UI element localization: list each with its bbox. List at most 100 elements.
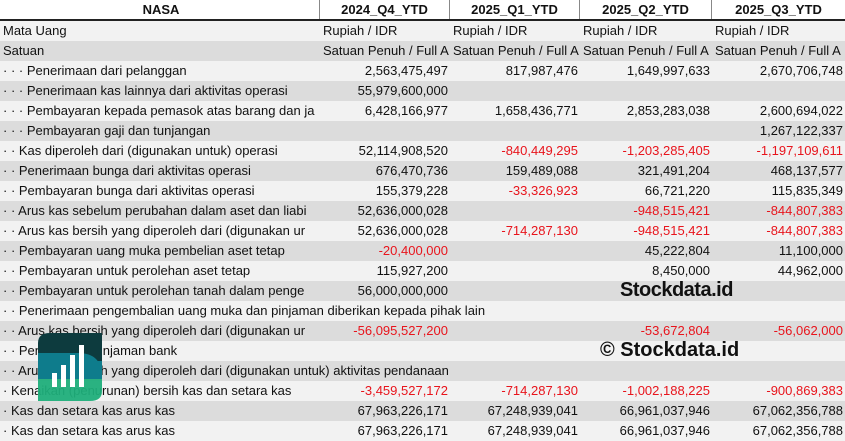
table-row[interactable]: · · Pembayaran uang muka pembelian aset … [0, 241, 845, 261]
value-cell [712, 81, 845, 101]
value-cell: 2,563,475,497 [364, 63, 448, 78]
table-row[interactable]: · · · Penerimaan dari pelanggan 2,563,475… [0, 61, 845, 81]
meta-value: Rupiah / IDR [323, 23, 398, 38]
value-cell: 67,963,226,171 [357, 403, 448, 418]
table-row[interactable]: · · · Pembayaran kepada pemasok atas bar… [0, 101, 845, 121]
value-cell: -948,515,421 [633, 203, 710, 218]
value-cell: 8,450,000 [652, 263, 710, 278]
row-label: · Kas dan setara kas arus kas [0, 401, 320, 421]
row-label: · · Arus kas bersih yang diperoleh dari … [0, 361, 845, 381]
table-row[interactable]: · · · Pembayaran gaji dan tunjangan 1,267… [0, 121, 845, 141]
indent-dots: · · · [3, 123, 27, 138]
indent-dots: · · [3, 343, 19, 358]
meta-row: Satuan Satuan Penuh / Full A Satuan Penuh … [0, 41, 845, 61]
table-row[interactable]: · · Arus kas bersih yang diperoleh dari … [0, 361, 845, 381]
value-cell [580, 341, 712, 361]
row-label: Satuan [3, 43, 45, 58]
meta-value: Satuan Penuh / Full A [715, 43, 841, 58]
row-label-text: Pembayaran gaji dan tunjangan [26, 123, 211, 138]
value-cell: -840,449,295 [501, 143, 578, 158]
indent-dots: · · [3, 243, 19, 258]
row-label: · · Arus kas bersih yang diperoleh dari … [0, 221, 320, 241]
period-header[interactable]: 2024_Q4_YTD [320, 0, 450, 19]
table-row[interactable]: · · Penerimaan bunga dari aktivitas oper… [0, 161, 845, 181]
value-cell: 67,248,939,041 [487, 423, 578, 438]
table-row[interactable]: · · Pembayaran untuk perolehan aset teta… [0, 261, 845, 281]
value-cell: 321,491,204 [637, 163, 710, 178]
value-cell: -33,326,923 [508, 183, 578, 198]
indent-dots: · · [3, 143, 19, 158]
value-cell: 6,428,166,977 [364, 103, 448, 118]
value-cell [450, 261, 580, 281]
table-row[interactable]: · · · Penerimaan kas lainnya dari aktivi… [0, 81, 845, 101]
value-cell: -714,287,130 [501, 383, 578, 398]
value-cell [450, 81, 580, 101]
table-row[interactable]: · · Arus kas bersih yang diperoleh dari … [0, 221, 845, 241]
meta-value: Satuan Penuh / Full A [323, 43, 449, 58]
value-cell: -56,062,000 [773, 323, 843, 338]
row-label-text: Kas dan setara kas arus kas [10, 423, 175, 438]
row-label: · · Arus kas bersih yang diperoleh dari … [0, 321, 320, 341]
row-label-text: Pembayaran kepada pemasok atas barang da… [26, 103, 315, 118]
value-cell: -900,869,383 [766, 383, 843, 398]
row-label-text: Penerimaan pengembalian uang muka dan pi… [18, 303, 486, 318]
row-label-text: Arus kas bersih yang diperoleh dari (dig… [18, 363, 449, 378]
table-row[interactable]: · · Kas diperoleh dari (digunakan untuk)… [0, 141, 845, 161]
row-label-text: Penerimaan kas lainnya dari aktivitas op… [26, 83, 288, 98]
table-row[interactable]: · Kenaikan (penurunan) bersih kas dan se… [0, 381, 845, 401]
table-row[interactable]: · · Arus kas bersih yang diperoleh dari … [0, 321, 845, 341]
table-row[interactable]: · Kas dan setara kas arus kas 67,963,226,… [0, 421, 845, 441]
indent-dots: · · [3, 183, 19, 198]
value-cell: 817,987,476 [505, 63, 578, 78]
meta-value: Satuan Penuh / Full A [583, 43, 709, 58]
table-row[interactable]: · · Pembayaran bunga dari aktivitas oper… [0, 181, 845, 201]
indent-dots: · · · [3, 83, 27, 98]
meta-value: Rupiah / IDR [453, 23, 528, 38]
value-cell: 676,470,736 [375, 163, 448, 178]
row-label: · · · Pembayaran gaji dan tunjangan [0, 121, 320, 141]
period-header[interactable]: 2025_Q3_YTD [735, 2, 822, 17]
value-cell: 44,962,000 [777, 263, 843, 278]
value-cell: -56,095,527,200 [353, 323, 448, 338]
value-cell: 67,062,356,788 [752, 403, 843, 418]
row-label-text: Pembayaran uang muka pembelian aset teta… [18, 243, 285, 258]
value-cell: 468,137,577 [770, 163, 843, 178]
value-cell: 66,961,037,946 [619, 403, 710, 418]
value-cell: 52,636,000,028 [357, 203, 448, 218]
value-cell [712, 281, 845, 301]
row-label-text: Penerimaan pinjaman bank [18, 343, 178, 358]
value-cell [450, 321, 580, 341]
row-label: · Kas dan setara kas arus kas [0, 421, 320, 441]
row-label-text: Pembayaran untuk perolehan aset tetap [18, 263, 251, 278]
table-row[interactable]: · Kas dan setara kas arus kas 67,963,226,… [0, 401, 845, 421]
value-cell [580, 121, 712, 141]
value-cell: 2,670,706,748 [759, 63, 843, 78]
table-row[interactable]: · · Arus kas sebelum perubahan dalam ase… [0, 201, 845, 221]
value-cell: -844,807,383 [766, 223, 843, 238]
table-row[interactable]: · · Penerimaan pinjaman bank [0, 341, 845, 361]
meta-value: Satuan Penuh / Full A [453, 43, 579, 58]
value-cell: -20,400,000 [378, 243, 448, 258]
period-header[interactable]: 2025_Q2_YTD [580, 0, 712, 19]
table-row[interactable]: · · Penerimaan pengembalian uang muka da… [0, 301, 845, 321]
indent-dots: · · · [3, 103, 27, 118]
row-label-text: Arus kas sebelum perubahan dalam aset da… [18, 203, 307, 218]
value-cell: 1,658,436,771 [494, 103, 578, 118]
row-label: · · Pembayaran bunga dari aktivitas oper… [0, 181, 320, 201]
row-label-text: Kenaikan (penurunan) bersih kas dan seta… [10, 383, 292, 398]
value-cell [450, 201, 580, 221]
value-cell: 52,114,908,520 [358, 143, 448, 158]
value-cell [712, 341, 845, 361]
row-label-text: Penerimaan dari pelanggan [26, 63, 187, 78]
table-row[interactable]: · · Pembayaran untuk perolehan tanah dal… [0, 281, 845, 301]
ticker-header: NASA [0, 0, 320, 19]
value-cell: 67,248,939,041 [487, 403, 578, 418]
indent-dots: · [3, 383, 11, 398]
row-label-text: Pembayaran untuk perolehan tanah dalam p… [18, 283, 305, 298]
indent-dots: · · [3, 323, 19, 338]
value-cell: -53,672,804 [640, 323, 710, 338]
row-label: · · · Penerimaan dari pelanggan [0, 61, 320, 81]
value-cell: -948,515,421 [633, 223, 710, 238]
period-header[interactable]: 2025_Q1_YTD [450, 0, 580, 19]
